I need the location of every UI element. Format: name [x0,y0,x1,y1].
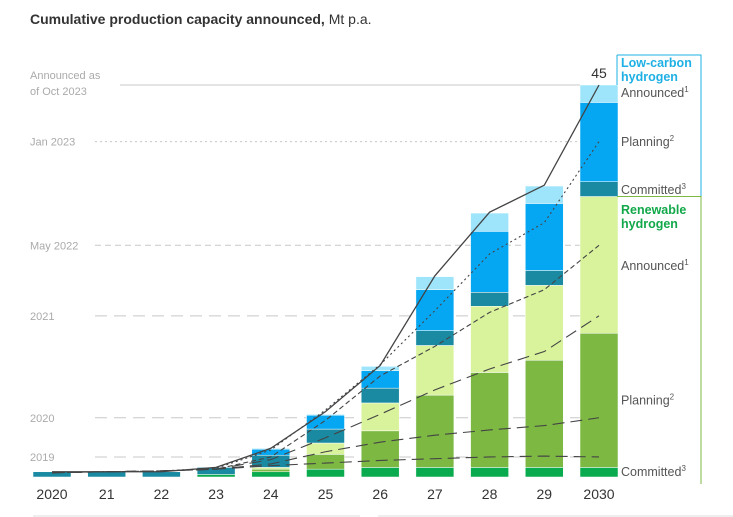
legend-label-planning: Planning2 [621,392,675,407]
reference-label: Jan 2023 [30,137,75,149]
legend-label-text: Planning [621,393,670,407]
bar-segment [251,468,291,473]
footnote-marker: 2 [670,134,675,143]
legend-label-text: Announced [621,259,684,273]
bar-segment [360,387,400,404]
bar-segment [360,402,400,432]
bar-segment [579,84,619,103]
bar-segment [579,181,619,197]
bar-segment [251,471,291,478]
legend-label-text: Committed [621,465,681,479]
legend-label-text: Committed [621,183,681,197]
legend-box-renewable [617,196,702,484]
bar-segment [470,372,509,468]
legend-group-title: Low-carbon [621,56,692,70]
bar-segment [525,467,564,478]
legend-group-title: hydrogen [621,70,678,84]
reference-label: of Oct 2023 [30,86,87,98]
bar-segment [415,394,455,468]
legend-label-text: Planning [621,135,670,149]
bar-segment [579,196,619,334]
legend-label-text: Announced [621,86,684,100]
footnote-marker: 3 [681,182,686,191]
bar-segment [525,185,564,204]
bar-segment [470,306,509,373]
legend-label-announced: Announced1 [621,258,689,273]
bar-segment [579,333,619,468]
footnote-marker: 1 [684,85,689,94]
bar-segment [196,474,236,478]
x-tick-label: 26 [372,486,388,502]
bar-segment [525,203,564,271]
reference-label: 2021 [30,311,54,323]
vintage-line [51,455,600,474]
bar-segment [360,370,400,389]
reference-label: 2020 [30,413,54,425]
legend-label-committed: Committed3 [621,182,686,197]
bar-segment [525,285,564,361]
x-tick-label: 2030 [583,486,614,502]
x-tick-label: 29 [537,486,553,502]
bar-segment [306,414,345,430]
unit-text: Mt p.a. [329,11,372,27]
legend-label-committed: Committed3 [621,464,686,479]
x-tick-label: 24 [263,486,279,502]
bar-segment [251,467,291,470]
bar-segment [470,467,509,478]
bar-segment [579,467,619,478]
legend-label-announced: Announced1 [621,85,689,100]
footnote-marker: 2 [670,392,675,401]
bar-segment [360,366,400,371]
bar-segment [306,468,345,478]
x-tick-label: 25 [318,486,334,502]
reference-label: May 2022 [30,240,78,252]
legend-group-title: hydrogen [621,217,678,231]
x-tick-label: 28 [482,486,498,502]
chart-title: Cumulative production capacity announced… [30,11,372,27]
bar-segment [525,270,564,286]
x-tick-label: 22 [154,486,170,502]
bar-segment [360,430,400,468]
bar-segment [306,442,345,455]
bar-segment [415,467,455,478]
reference-label: Announced as [30,70,101,82]
bar-segment [142,471,181,478]
reference-label: 2019 [30,452,54,464]
title-text: Cumulative production capacity announced… [30,11,325,27]
legend-label-planning: Planning2 [621,134,675,149]
bar-segment [306,414,345,416]
x-tick-label: 2020 [36,486,67,502]
total-label: 45 [591,65,607,81]
footnote-marker: 3 [681,464,686,473]
footnote-marker: 1 [684,258,689,267]
bar-segment [87,471,126,478]
x-tick-label: 21 [99,486,115,502]
bar-segment [415,276,455,290]
bar-segment [415,289,455,331]
bar-segment [360,467,400,478]
vintage-line [52,84,600,473]
x-tick-label: 27 [427,486,443,502]
bar-segment [306,454,345,470]
x-tick-label: 23 [208,486,224,502]
bar-segment [470,231,509,293]
bar-segment [306,428,345,444]
legend-group-title: Renewable [621,203,686,217]
bar-segment [470,292,509,307]
bar-segment [525,360,564,468]
